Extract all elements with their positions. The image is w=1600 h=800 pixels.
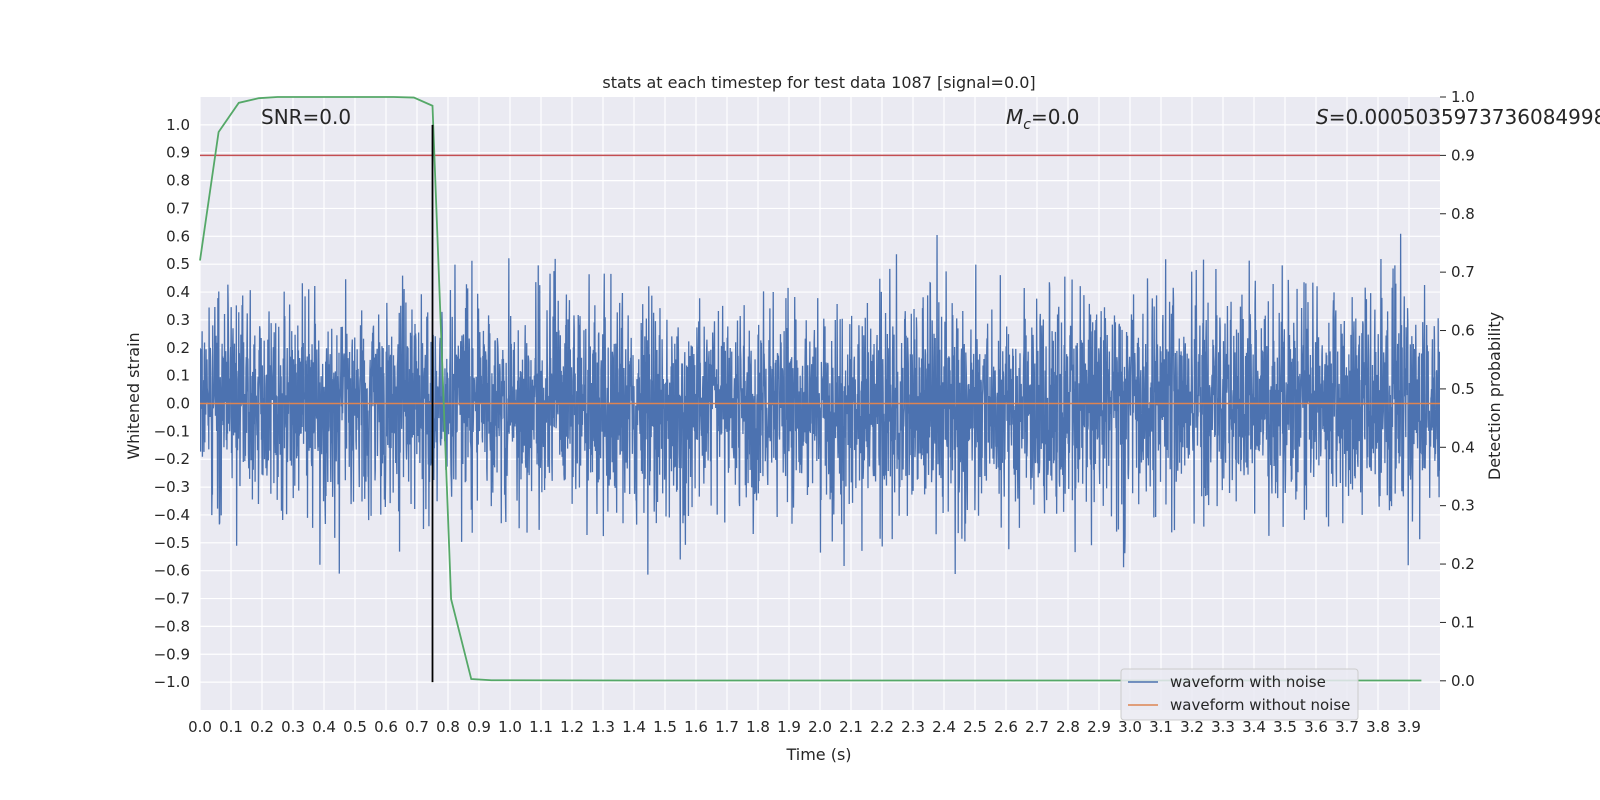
x-tick-label: 1.1 [529, 718, 553, 736]
x-tick-label: 3.7 [1335, 718, 1359, 736]
y-left-tick-label: 0.3 [166, 311, 190, 329]
y-right-tick-label: 0.6 [1451, 322, 1475, 340]
x-axis-ticks: 0.0 0.1 0.2 0.3 0.4 0.5 0.6 0.7 0.8 0.9 1.0 1.1 1.2 1… [188, 718, 1421, 736]
mc-symbol: M [1006, 105, 1023, 129]
y-right-tick-label: 0.8 [1451, 205, 1475, 223]
y-axis-left-label: Whitened strain [124, 332, 143, 459]
series-waveform-with-noise [200, 233, 1440, 575]
chirp-mass-annotation: Mc=0.0 [1006, 105, 1080, 133]
y-right-tick-label: 0.3 [1451, 497, 1475, 515]
x-tick-label: 2.4 [932, 718, 956, 736]
y-right-tick-label: 0.0 [1451, 672, 1475, 690]
y-left-tick-label: −0.1 [154, 422, 190, 440]
y-left-tick-label: −0.8 [154, 617, 190, 635]
y-right-tick-label: 0.7 [1451, 263, 1475, 281]
y-axis-right-label: Detection probability [1485, 312, 1504, 480]
x-tick-label: 1.9 [777, 718, 801, 736]
y-axis-left-ticks: 1.0 0.9 0.8 0.7 0.6 0.5 0.4 0.3 0.2 0.1 0.0 −0.1 −0.… [154, 116, 190, 691]
x-tick-label: 1.6 [684, 718, 708, 736]
y-left-tick-label: 0.4 [166, 283, 190, 301]
x-tick-label: 1.5 [653, 718, 677, 736]
y-left-tick-label: 0.0 [166, 395, 190, 413]
y-left-tick-label: 0.6 [166, 227, 190, 245]
x-tick-label: 2.2 [870, 718, 894, 736]
x-tick-label: 3.3 [1211, 718, 1235, 736]
x-tick-label: 3.6 [1304, 718, 1328, 736]
y-axis-right-ticks: 1.0 0.9 0.8 0.7 0.6 0.5 0.4 0.3 0.2 0.1 0.0 [1440, 88, 1475, 690]
plot-area [199, 96, 1440, 683]
y-left-tick-label: −0.5 [154, 534, 190, 552]
x-tick-label: 0.6 [374, 718, 398, 736]
y-left-tick-label: 1.0 [166, 116, 190, 134]
y-left-tick-label: 0.2 [166, 339, 190, 357]
x-tick-label: 0.0 [188, 718, 212, 736]
x-tick-label: 0.2 [250, 718, 274, 736]
x-tick-label: 1.0 [498, 718, 522, 736]
x-tick-label: 2.8 [1056, 718, 1080, 736]
x-tick-label: 2.5 [963, 718, 987, 736]
x-tick-label: 2.6 [994, 718, 1018, 736]
x-axis-label: Time (s) [785, 745, 851, 764]
y-right-tick-label: 0.9 [1451, 146, 1475, 164]
x-tick-label: 2.7 [1025, 718, 1049, 736]
x-tick-label: 0.7 [405, 718, 429, 736]
y-left-tick-label: −0.4 [154, 506, 190, 524]
x-tick-label: 1.2 [560, 718, 584, 736]
y-right-tick-label: 0.1 [1451, 613, 1475, 631]
x-tick-label: 3.8 [1366, 718, 1390, 736]
x-tick-label: 3.1 [1149, 718, 1173, 736]
y-left-tick-label: 0.8 [166, 172, 190, 190]
legend-box [1120, 668, 1359, 721]
y-left-tick-label: −0.7 [154, 590, 190, 608]
series-detection-probability [199, 96, 1422, 682]
legend: waveform with noise waveform without noi… [1120, 668, 1359, 721]
legend-label-clean: waveform without noise [1170, 696, 1350, 714]
x-tick-label: 0.4 [312, 718, 336, 736]
y-left-tick-label: 0.9 [166, 144, 190, 162]
y-left-tick-label: −0.2 [154, 450, 190, 468]
y-left-tick-label: −1.0 [154, 673, 190, 691]
snr-annotation: SNR=0.0 [261, 105, 351, 129]
y-right-tick-label: 0.4 [1451, 438, 1475, 456]
x-tick-label: 0.5 [343, 718, 367, 736]
x-tick-label: 3.4 [1242, 718, 1266, 736]
y-right-tick-label: 1.0 [1451, 88, 1475, 106]
y-left-tick-label: 0.1 [166, 367, 190, 385]
s-value: =0.0005035973736084998 [1329, 105, 1600, 129]
s-symbol: S [1316, 105, 1329, 129]
x-tick-label: 1.7 [715, 718, 739, 736]
x-tick-label: 2.0 [808, 718, 832, 736]
x-tick-label: 3.5 [1273, 718, 1297, 736]
x-tick-label: 3.9 [1397, 718, 1421, 736]
x-tick-label: 1.3 [591, 718, 615, 736]
x-tick-label: 0.1 [219, 718, 243, 736]
y-left-tick-label: 0.5 [166, 255, 190, 273]
x-tick-label: 1.8 [746, 718, 770, 736]
y-left-tick-label: −0.9 [154, 645, 190, 663]
x-tick-label: 0.9 [467, 718, 491, 736]
y-right-tick-label: 0.5 [1451, 380, 1475, 398]
x-tick-label: 0.8 [436, 718, 460, 736]
legend-label-noise: waveform with noise [1170, 673, 1326, 691]
x-tick-label: 2.1 [839, 718, 863, 736]
x-tick-label: 2.9 [1087, 718, 1111, 736]
x-tick-label: 3.2 [1180, 718, 1204, 736]
y-left-tick-label: −0.6 [154, 562, 190, 580]
x-tick-label: 3.0 [1118, 718, 1142, 736]
x-tick-label: 1.4 [622, 718, 646, 736]
mc-value: =0.0 [1031, 105, 1080, 129]
s-annotation: S=0.0005035973736084998 [1316, 105, 1600, 129]
y-left-tick-label: 0.7 [166, 199, 190, 217]
mc-subscript: c [1023, 117, 1031, 133]
y-left-tick-label: −0.3 [154, 478, 190, 496]
x-tick-label: 0.3 [281, 718, 305, 736]
x-tick-label: 2.3 [901, 718, 925, 736]
y-right-tick-label: 0.2 [1451, 555, 1475, 573]
chart-title: stats at each timestep for test data 108… [602, 73, 1035, 92]
